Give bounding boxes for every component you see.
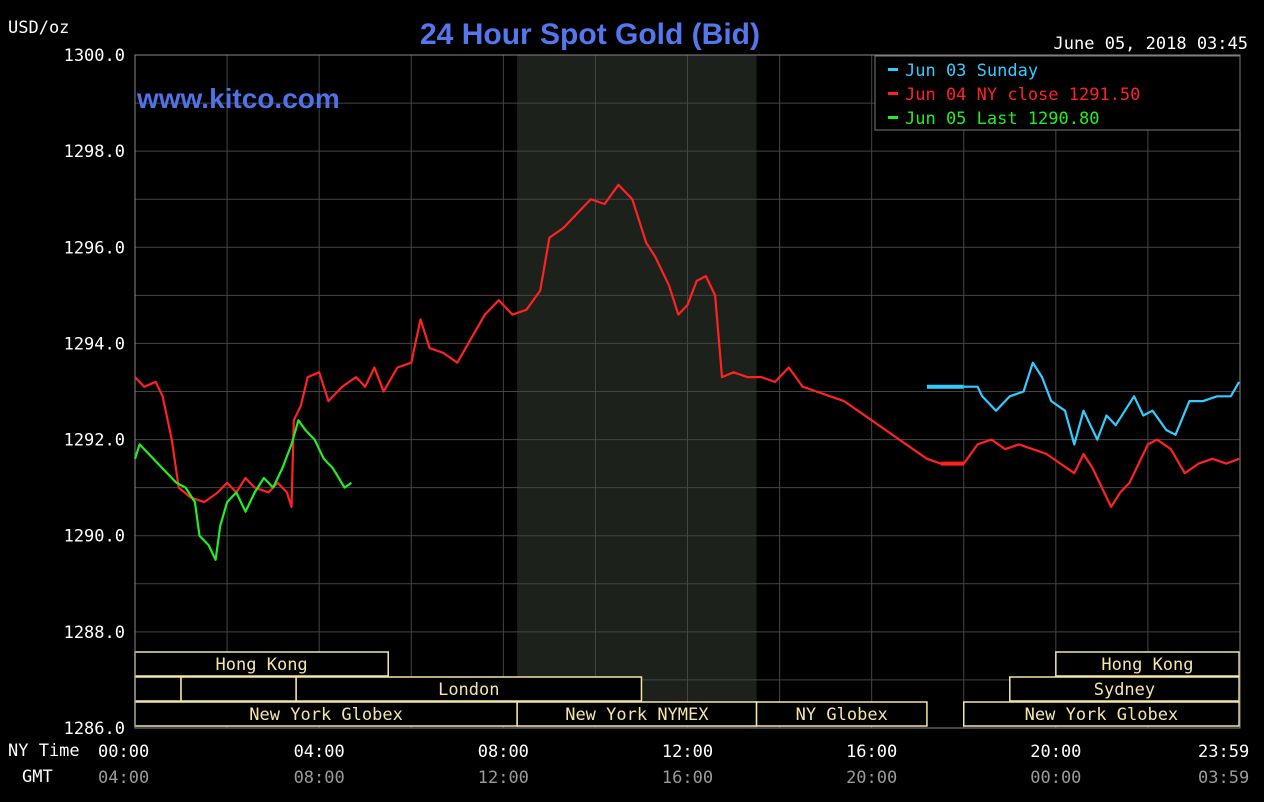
session-label: London xyxy=(438,680,499,700)
session-box xyxy=(134,676,182,702)
legend-entry-last: Jun 05 Last 1290.80 xyxy=(905,109,1099,129)
legend-label-sunday: Jun 03 Sunday xyxy=(905,61,1038,81)
series-line-1 xyxy=(134,183,1240,508)
legend-entry-ny-close: Jun 04 NY close 1291.50 xyxy=(905,85,1140,105)
session-box xyxy=(295,676,643,702)
y-axis: 1300.0 1298.0 1296.0 1294.0 1292.0 1290.0 1288… xyxy=(64,46,125,739)
grid-lines xyxy=(134,54,1241,729)
x-tick-ny: 08:00 xyxy=(478,742,529,762)
session-label: New York Globex xyxy=(249,705,403,725)
session-box xyxy=(1055,651,1240,677)
y-tick-label: 1294.0 xyxy=(64,334,125,354)
x-tick-gmt: 16:00 xyxy=(662,768,713,788)
session-label: New York Globex xyxy=(1025,705,1179,725)
x-tick-ny: 04:00 xyxy=(294,742,345,762)
x-tick-ny: 12:00 xyxy=(662,742,713,762)
session-box xyxy=(180,676,297,702)
chart-title: 24 Hour Spot Gold (Bid) xyxy=(420,18,760,51)
y-tick-label: 1288.0 xyxy=(64,623,125,643)
y-tick-label: 1286.0 xyxy=(64,719,125,739)
x-tick-ny: 20:00 xyxy=(1030,742,1081,762)
x-row-label-gmt: GMT xyxy=(22,767,53,787)
session-label: Sydney xyxy=(1094,680,1155,700)
x-tick-ny: 16:00 xyxy=(846,742,897,762)
session-box xyxy=(134,651,389,677)
timestamp: June 05, 2018 03:45 xyxy=(1054,34,1248,54)
legend-entry-sunday: Jun 03 Sunday xyxy=(905,61,1038,81)
y-tick-label: 1292.0 xyxy=(64,431,125,451)
series-line-0 xyxy=(963,361,1241,446)
session-label: Hong Kong xyxy=(216,655,308,675)
x-tick-gmt: 00:00 xyxy=(1030,768,1081,788)
x-tick-gmt: 12:00 xyxy=(478,768,529,788)
session-box xyxy=(516,701,758,727)
y-tick-label: 1298.0 xyxy=(64,142,125,162)
x-tick-ny: 23:59 xyxy=(1198,742,1249,762)
session-label: New York NYMEX xyxy=(565,705,709,725)
trading-sessions: Hong Kong Hong Kong London Sydney New York G… xyxy=(134,651,1240,727)
x-axis: NY Time GMT 00:00 04:00 08:00 12:00 16:00 20:00… xyxy=(8,741,1249,788)
unit-label: USD/oz xyxy=(8,18,69,38)
session-box xyxy=(1009,676,1240,702)
x-row-label-ny: NY Time xyxy=(8,741,80,761)
y-tick-label: 1290.0 xyxy=(64,527,125,547)
x-tick-gmt: 04:00 xyxy=(98,768,149,788)
legend-swatch-sunday xyxy=(888,68,898,71)
session-label: Hong Kong xyxy=(1101,655,1193,675)
legend-box xyxy=(874,55,1241,131)
y-tick-label: 1296.0 xyxy=(64,238,125,258)
x-tick-gmt: 03:59 xyxy=(1198,768,1249,788)
legend-label-ny-close: Jun 04 NY close 1291.50 xyxy=(905,85,1140,105)
series-line-2 xyxy=(133,419,353,561)
plot-frame xyxy=(134,54,1241,729)
price-series xyxy=(133,183,1241,561)
legend-label-last: Jun 05 Last 1290.80 xyxy=(905,109,1099,129)
session-box xyxy=(963,701,1240,727)
y-tick-label: 1300.0 xyxy=(64,46,125,66)
legend-swatch-ny-close xyxy=(888,92,898,95)
x-tick-gmt: 20:00 xyxy=(846,768,897,788)
x-tick-gmt: 08:00 xyxy=(294,768,345,788)
x-tick-ny: 00:00 xyxy=(98,742,149,762)
legend-swatch-last xyxy=(888,116,898,119)
session-label: NY Globex xyxy=(796,705,888,725)
site-watermark: www.kitco.com xyxy=(136,83,340,114)
session-box xyxy=(755,701,928,727)
legend: Jun 03 Sunday Jun 04 NY close 1291.50 Ju… xyxy=(874,55,1241,131)
